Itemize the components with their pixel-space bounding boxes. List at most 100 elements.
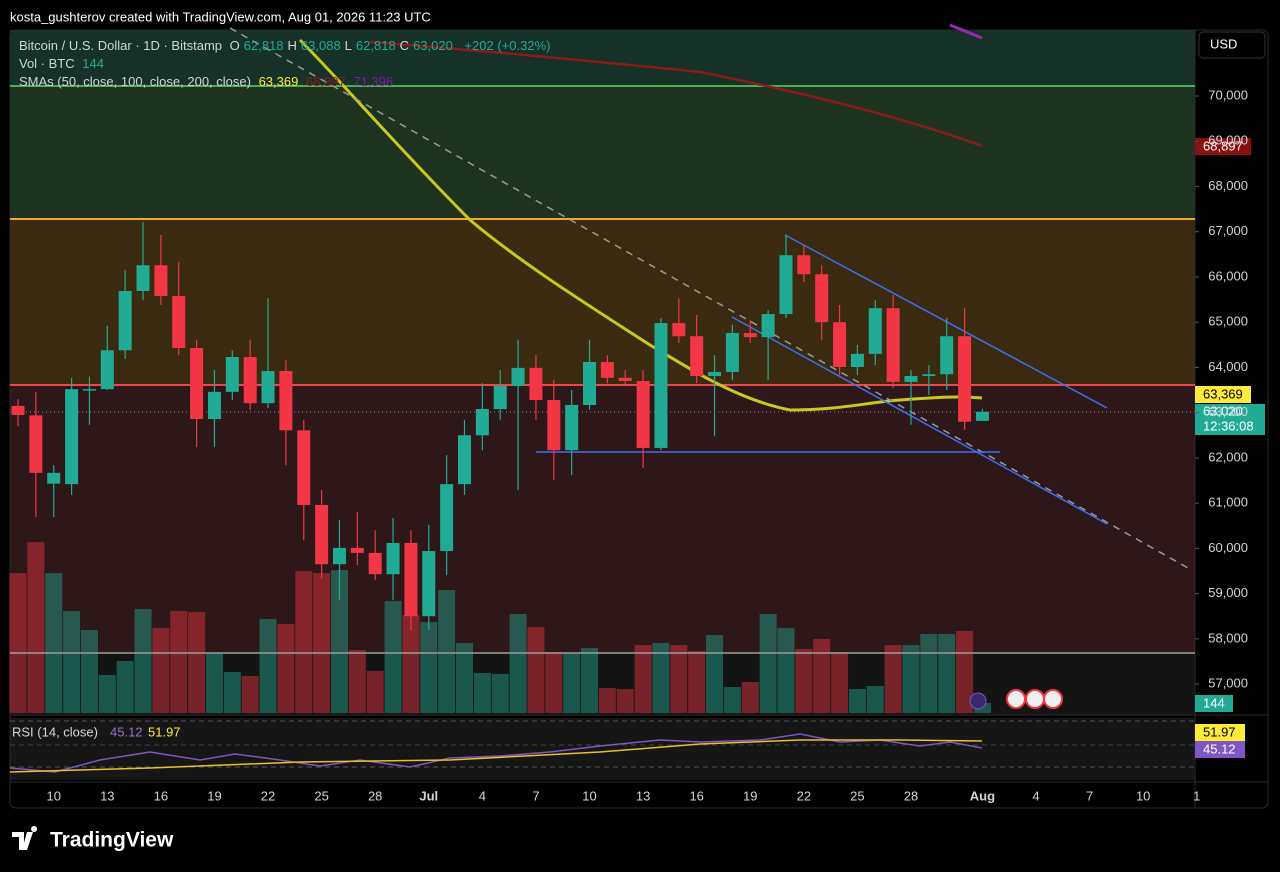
x-tick-label: 13: [100, 788, 114, 803]
frame: [9, 29, 1269, 809]
legend-row: Vol · BTC 144: [19, 56, 108, 71]
candle-body: [225, 357, 239, 392]
candle-body: [350, 547, 364, 553]
candle-body: [654, 323, 668, 448]
x-tick-label: 22: [797, 788, 811, 803]
change: +202 (+0.32%): [464, 38, 551, 53]
volume-bar: [473, 673, 491, 713]
volume-bar: [152, 628, 170, 713]
ohlc-key: C: [399, 38, 410, 53]
volume-bar: [938, 634, 956, 713]
y-tick-label: 70,000: [1208, 87, 1248, 102]
volume-bar: [259, 619, 277, 713]
x-tick-label: 4: [1032, 788, 1039, 803]
channel-line: [784, 234, 1108, 409]
ohlc-key: L: [344, 38, 352, 53]
volume-bar: [80, 630, 98, 713]
volume-bar: [759, 614, 777, 713]
y-tick-label: 63,000: [1208, 404, 1248, 419]
volume-bar: [491, 673, 509, 713]
volume-bar: [366, 671, 384, 713]
volume-bar: [848, 688, 866, 713]
candle-body: [82, 389, 96, 391]
volume-bar: [402, 615, 420, 713]
sma100-line: [369, 40, 983, 148]
icon[interactable]: [1006, 689, 1026, 709]
volume-bar: [831, 652, 849, 713]
candle-body: [154, 265, 168, 296]
x-tick-label: 7: [532, 788, 539, 803]
icon[interactable]: [1043, 689, 1063, 709]
volume-bar: [45, 573, 63, 713]
candle-body: [547, 399, 561, 451]
candle-body: [708, 371, 722, 377]
candle-body: [261, 371, 275, 404]
volume-bar: [902, 645, 920, 713]
volume-bar: [27, 542, 45, 713]
brand: TradingView: [50, 829, 174, 852]
volume-bar: [741, 682, 759, 713]
icon[interactable]: [969, 692, 987, 710]
volume-bar: [616, 688, 634, 713]
y-tick-label: 58,000: [1208, 630, 1248, 645]
volume-bar: [563, 653, 581, 713]
volume-bar: [670, 645, 688, 713]
candle-body: [368, 552, 382, 575]
rsi-tag-label: 45.12: [1203, 741, 1236, 756]
candle-body: [690, 336, 704, 377]
volume-bar: [866, 685, 884, 713]
rsi-ma-tag: [1195, 724, 1245, 741]
x-tick-label: 25: [314, 788, 328, 803]
price-tag-label: 63,020: [1203, 403, 1243, 418]
candle-body: [172, 295, 186, 348]
candle-body: [529, 367, 543, 400]
currency[interactable]: USD: [1210, 36, 1237, 51]
sma-value: 63,369: [258, 74, 299, 89]
candle-body: [190, 347, 204, 419]
candle-body: [65, 389, 79, 485]
candle-body: [922, 374, 936, 377]
x-tick-label: 10: [46, 788, 60, 803]
volume-bar: [795, 649, 813, 713]
candle-body: [279, 371, 293, 431]
candle-body: [636, 380, 650, 448]
candle-body: [207, 391, 221, 419]
candle-body: [511, 367, 525, 386]
sma-value: 71,396: [353, 74, 394, 89]
rsi-value: 45.12: [110, 724, 143, 739]
candle-body: [458, 435, 471, 485]
icon[interactable]: [1025, 689, 1045, 709]
sma50-tag-label: 63,369: [1203, 386, 1243, 401]
volume-tag: [1195, 695, 1233, 712]
volume-bar: [634, 645, 652, 713]
candle-body: [11, 405, 25, 415]
candle-body: [422, 551, 436, 617]
volume-bar: [420, 622, 438, 713]
currency-button[interactable]: [1198, 31, 1266, 59]
candle-body: [332, 547, 346, 565]
volume-bar: [295, 571, 313, 713]
logo: TradingView: [12, 826, 174, 852]
y-tick-label: 61,000: [1208, 495, 1248, 510]
volume-bar: [63, 611, 81, 713]
candle-body: [815, 274, 829, 323]
candle-body: [243, 357, 257, 404]
rsi-line: [9, 733, 983, 773]
ohlc-key: H: [287, 38, 297, 53]
ohlc-value: 62,818: [243, 38, 284, 53]
ohlc: O 62,818 H 63,088 L 62,818 C 63,020: [230, 38, 457, 53]
candle-body: [118, 290, 132, 351]
x-tick-label: 16: [154, 788, 168, 803]
channel-line: [731, 316, 1108, 525]
candle-body: [833, 322, 847, 367]
volume-layer: [9, 542, 991, 713]
y-tick-label: 59,000: [1208, 585, 1248, 600]
volume-bar: [688, 651, 706, 713]
volume-bar: [527, 627, 545, 713]
price-tag: [1195, 404, 1265, 435]
y-tick-label: 67,000: [1208, 223, 1248, 238]
rsi-ma-value: 51.97: [148, 724, 181, 739]
rsi-pane: [10, 718, 1195, 780]
x-tick-label: 7: [1086, 788, 1093, 803]
